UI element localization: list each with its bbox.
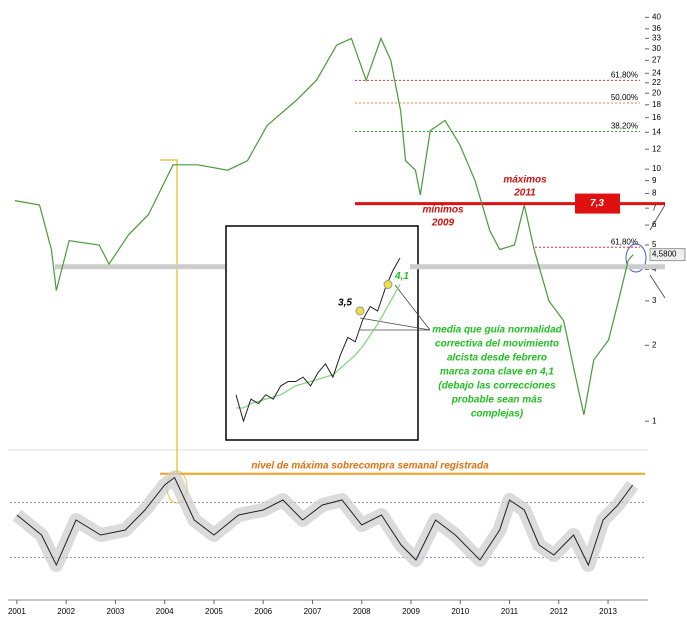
inset-marker bbox=[383, 280, 393, 289]
x-tick-label: 2003 bbox=[107, 607, 125, 616]
inset-label: 4,1 bbox=[394, 271, 409, 282]
x-tick-label: 2012 bbox=[550, 607, 568, 616]
y-tick-label: 12 bbox=[652, 144, 661, 153]
inset-price-line bbox=[235, 257, 401, 423]
fib-label: 38,20% bbox=[611, 122, 638, 131]
fib-label: 61,80% bbox=[611, 70, 638, 79]
pane-title: nivel de máxima sobrecompra semanal regi… bbox=[251, 460, 489, 471]
y-tick-label: 8 bbox=[652, 189, 657, 198]
annotation: correctiva del movimiento bbox=[435, 339, 559, 350]
x-tick-label: 2010 bbox=[451, 607, 469, 616]
y-tick-label: 18 bbox=[652, 100, 661, 109]
fib-label: 50,00% bbox=[611, 93, 638, 102]
annotation: 2009 bbox=[431, 218, 455, 229]
last-price-box bbox=[649, 248, 686, 262]
y-tick-label: 3 bbox=[652, 296, 657, 305]
y-tick-label: 22 bbox=[652, 78, 661, 87]
annotation: complejas) bbox=[471, 409, 524, 420]
y-tick-label: 33 bbox=[652, 34, 661, 43]
x-tick-label: 2005 bbox=[205, 607, 223, 616]
y-tick-label: 36 bbox=[652, 24, 661, 33]
inset-label: 3,5 bbox=[338, 298, 352, 309]
fib-label: 61,80% bbox=[611, 237, 638, 246]
last-price-label: 4,5800 bbox=[652, 250, 677, 259]
connector bbox=[160, 159, 178, 474]
x-tick-label: 2002 bbox=[57, 607, 75, 616]
resistance-label: 7,3 bbox=[590, 198, 604, 209]
annotation: mínimos bbox=[422, 205, 464, 216]
y-tick-label: 27 bbox=[652, 55, 661, 64]
y-tick-label: 10 bbox=[652, 164, 661, 173]
x-tick-label: 2004 bbox=[156, 607, 174, 616]
annotation: (debajo las correcciones bbox=[438, 381, 556, 392]
y-tick-label: 30 bbox=[652, 44, 661, 53]
y-tick-label: 14 bbox=[652, 127, 661, 136]
x-tick-label: 2007 bbox=[304, 607, 322, 616]
highlight bbox=[625, 243, 647, 273]
y-tick-label: 9 bbox=[652, 176, 657, 185]
x-tick-label: 2001 bbox=[8, 607, 26, 616]
y-tick-label: 16 bbox=[652, 113, 661, 122]
price-line bbox=[14, 36, 634, 415]
x-tick-label: 2011 bbox=[501, 607, 519, 616]
inset-ma-line bbox=[236, 284, 401, 409]
x-tick-label: 2008 bbox=[353, 607, 371, 616]
arrows bbox=[359, 204, 666, 331]
oscillator-line bbox=[16, 476, 634, 567]
inset-marker bbox=[355, 306, 365, 316]
y-tick-label: 24 bbox=[652, 68, 661, 77]
annotation: media que guía normalidad bbox=[432, 325, 562, 336]
x-tick-label: 2013 bbox=[599, 607, 617, 616]
x-tick-label: 2009 bbox=[402, 607, 420, 616]
annotation: 2011 bbox=[513, 188, 536, 199]
annotation: probable sean más bbox=[451, 395, 543, 406]
annotation: marca zona clave en 4,1 bbox=[440, 367, 554, 378]
y-tick-label: 1 bbox=[652, 416, 657, 425]
y-tick-label: 20 bbox=[652, 88, 661, 97]
x-tick-label: 2006 bbox=[254, 607, 272, 616]
y-tick-label: 2 bbox=[652, 340, 657, 349]
resistance-box bbox=[575, 193, 620, 214]
y-tick-label: 6 bbox=[652, 220, 657, 229]
y-tick-label: 40 bbox=[652, 12, 661, 21]
y-tick-label: 5 bbox=[652, 240, 657, 249]
inset-frame bbox=[225, 225, 419, 441]
y-tick-label: 7 bbox=[652, 203, 657, 212]
annotation: máximos bbox=[503, 175, 547, 186]
annotation: alcista desde febrero bbox=[447, 353, 547, 364]
